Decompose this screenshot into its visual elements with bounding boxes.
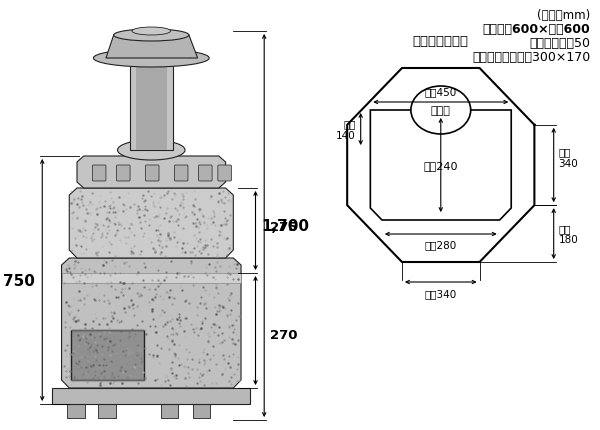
FancyBboxPatch shape (71, 330, 143, 380)
Bar (136, 61, 167, 150)
Bar (98, 403, 116, 418)
Text: 外寸
180: 外寸 180 (559, 223, 578, 245)
FancyBboxPatch shape (116, 166, 130, 181)
Text: 投入口のサイズ: 投入口のサイズ (413, 34, 469, 47)
Ellipse shape (118, 141, 185, 161)
Text: 内寸240: 内寸240 (424, 161, 458, 171)
Bar (130, 61, 173, 150)
Polygon shape (77, 157, 226, 189)
Polygon shape (370, 111, 511, 221)
Text: 内寸280: 内寸280 (425, 240, 457, 249)
Text: 灩のかき出し口：300×170: 灩のかき出し口：300×170 (472, 51, 590, 64)
Text: 炉壁の厚み：50: 炉壁の厚み：50 (529, 37, 590, 50)
FancyBboxPatch shape (175, 166, 188, 181)
Text: 1,700: 1,700 (262, 218, 310, 233)
FancyBboxPatch shape (218, 166, 232, 181)
Polygon shape (69, 189, 233, 258)
Text: 270: 270 (270, 328, 298, 341)
Polygon shape (106, 36, 197, 59)
Text: 750: 750 (2, 273, 35, 288)
FancyBboxPatch shape (146, 166, 159, 181)
FancyBboxPatch shape (199, 166, 212, 181)
Bar (161, 403, 178, 418)
Text: 外寸340: 外寸340 (425, 289, 457, 298)
Ellipse shape (113, 30, 189, 42)
Ellipse shape (411, 87, 470, 135)
Text: 内寸
140: 内寸 140 (336, 119, 356, 141)
Bar (67, 403, 85, 418)
Ellipse shape (94, 50, 209, 68)
Polygon shape (62, 258, 241, 388)
Text: 275: 275 (270, 221, 298, 233)
Text: 外寸
340: 外寸 340 (559, 147, 578, 169)
Bar (193, 403, 210, 418)
FancyBboxPatch shape (92, 166, 106, 181)
Text: 内寸450: 内寸450 (425, 87, 457, 97)
Text: 煙突穴: 煙突穴 (431, 106, 451, 116)
Text: 本体：幅600×奅行600: 本体：幅600×奅行600 (482, 23, 590, 36)
FancyBboxPatch shape (52, 388, 250, 404)
Text: (単位：mm): (単位：mm) (537, 9, 590, 22)
Ellipse shape (132, 28, 170, 36)
Bar (62, 273, 241, 283)
